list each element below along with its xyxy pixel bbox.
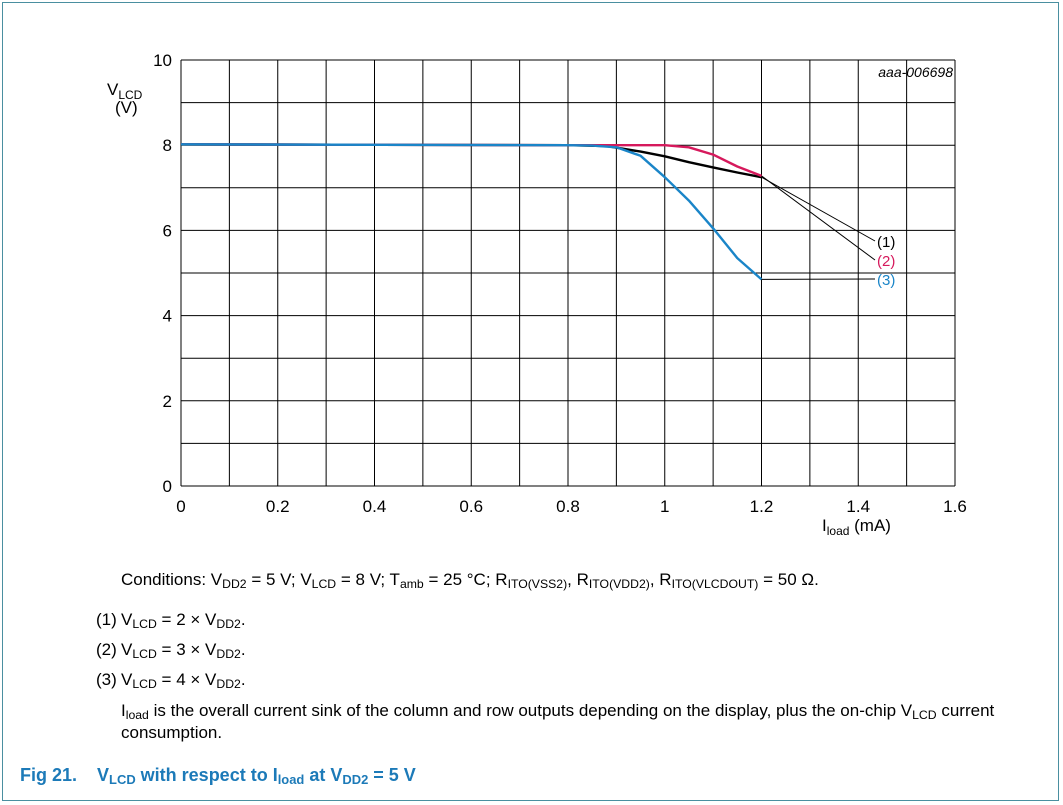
description-sub-2: LCD (912, 708, 937, 723)
note-sub-1: LCD (132, 677, 157, 692)
conditions-vlcd-val: = 8 V; T (336, 570, 400, 589)
note-text-mid: = 2 × V (156, 610, 217, 629)
note-sub-2: DD2 (216, 617, 241, 632)
series-leader-line-1 (761, 176, 876, 242)
y-axis-unit: (V) (115, 98, 138, 117)
note-number: (2) (96, 640, 117, 659)
description-end: current consumption. (121, 701, 995, 742)
conditions-tamb-sub: amb (399, 577, 424, 592)
note-number: (3) (96, 670, 117, 689)
y-tick-label: 0 (163, 477, 172, 496)
caption-mid: with respect to I (135, 765, 278, 785)
x-tick-label: 1 (660, 497, 669, 516)
x-tick-labels: 0 0.2 0.4 0.6 0.8 1 1.2 1.4 1.6 (176, 497, 967, 516)
caption-sub-3: DD2 (342, 772, 369, 788)
note-text-mid: = 4 × V (156, 670, 217, 689)
conditions-vdd2-val: = 5 V; V (246, 570, 312, 589)
conditions-r3-pre: , R (649, 570, 672, 589)
conditions-vlcd-sub: LCD (311, 577, 337, 592)
caption-sub-1: LCD (109, 772, 136, 788)
series-leader-lines (761, 175, 876, 280)
series-label-2: (2) (877, 253, 895, 270)
note-sub-2: DD2 (216, 647, 241, 662)
conditions-r3-val: = 50 Ω. (758, 570, 819, 589)
series-label-1: (1) (877, 234, 895, 251)
series-lines (180, 143, 763, 281)
conditions-r1-sub: ITO(VSS2) (507, 577, 568, 592)
figure-caption: Fig 21. VLCD with respect to Iload at VD… (20, 765, 416, 786)
y-tick-label: 8 (163, 136, 172, 155)
caption-end: = 5 V (368, 765, 416, 785)
chart: 0 0.2 0.4 0.6 0.8 1 1.2 1.4 1.6 0 2 4 6 8 10 (1) (2) (3… (107, 51, 967, 538)
conditions-tamb-val: = 25 °C; R (423, 570, 508, 589)
caption-sub-2: load (277, 772, 305, 788)
note-2: (2) VLCD = 3 × VDD2. (96, 640, 246, 660)
x-tick-label: 0.8 (556, 497, 580, 516)
x-tick-label: 0.2 (266, 497, 290, 516)
y-tick-label: 2 (163, 392, 172, 411)
series-leader-line-2 (761, 175, 876, 261)
y-tick-label: 10 (153, 51, 172, 70)
x-tick-label: 1.6 (943, 497, 967, 516)
y-axis-label-sub: LCD (118, 88, 142, 102)
x-tick-label: 1.4 (846, 497, 870, 516)
x-tick-label: 0.4 (363, 497, 387, 516)
y-tick-label: 4 (163, 307, 172, 326)
caption-mid-2: at V (304, 765, 343, 785)
caption-fig-number: Fig 21. (20, 765, 78, 785)
note-text-end: . (240, 640, 246, 659)
note-1: (1) VLCD = 2 × VDD2. (96, 610, 246, 630)
x-axis-label-sub: load (827, 524, 850, 538)
note-number: (1) (96, 610, 117, 629)
x-tick-label: 0.6 (459, 497, 483, 516)
note-text-mid: = 3 × V (156, 640, 217, 659)
description-sub-1: load (125, 708, 149, 723)
conditions-text: Conditions: VDD2 = 5 V; VLCD = 8 V; Tamb… (121, 570, 819, 590)
note-text-pre: V (121, 640, 133, 659)
series-line-3 (180, 143, 763, 281)
note-text-end: . (240, 670, 246, 689)
conditions-r3-sub: ITO(VLCDOUT) (671, 577, 759, 592)
note-text-pre: V (121, 670, 133, 689)
series-labels: (1) (2) (3) (877, 234, 895, 289)
note-sub-1: LCD (132, 617, 157, 632)
x-axis-label-unit: (mA) (849, 516, 891, 535)
y-axis-label: VLCD (107, 80, 143, 102)
conditions-prefix: Conditions: V (121, 570, 223, 589)
caption-pre: V (97, 765, 110, 785)
x-axis-label-main: I (822, 516, 827, 535)
conditions-vdd2-sub: DD2 (222, 577, 247, 592)
note-text-pre: V (121, 610, 133, 629)
description-pre: I (121, 701, 126, 720)
y-tick-labels: 0 2 4 6 8 10 (153, 51, 172, 496)
x-axis-label: Iload (mA) (822, 516, 891, 538)
note-sub-2: DD2 (216, 677, 241, 692)
description-text: Iload is the overall current sink of the… (121, 700, 1021, 744)
conditions-r2-pre: , R (567, 570, 589, 589)
note-sub-1: LCD (132, 647, 157, 662)
series-label-3: (3) (877, 272, 895, 289)
note-3: (3) VLCD = 4 × VDD2. (96, 670, 246, 690)
chart-grid (180, 59, 956, 487)
figure-id: aaa-006698 (878, 64, 953, 80)
x-tick-label: 1.2 (750, 497, 774, 516)
conditions-r2-sub: ITO(VDD2) (588, 577, 650, 592)
y-axis-label-main: V (107, 80, 119, 99)
y-tick-label: 6 (163, 221, 172, 240)
x-tick-label: 0 (176, 497, 185, 516)
description-mid: is the overall current sink of the colum… (148, 701, 913, 720)
note-text-end: . (240, 610, 246, 629)
